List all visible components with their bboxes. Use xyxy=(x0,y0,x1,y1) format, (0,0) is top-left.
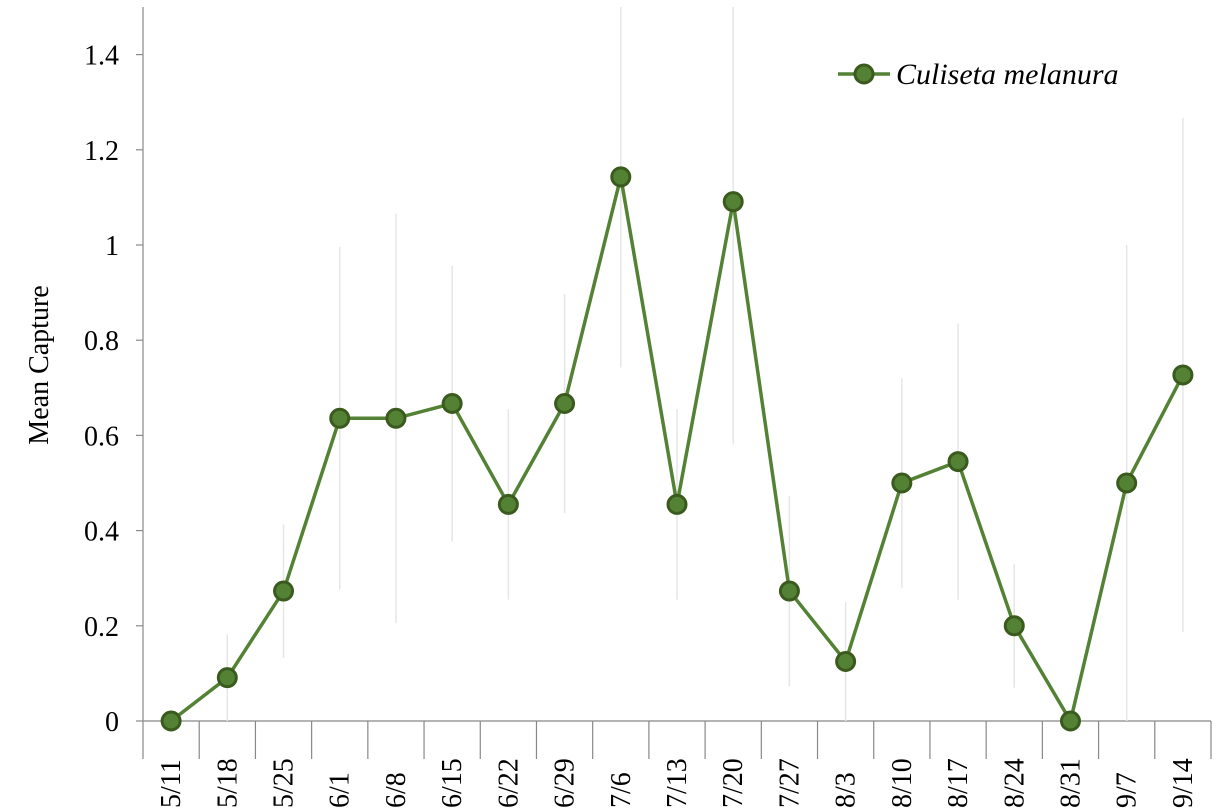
data-point xyxy=(1003,615,1025,637)
data-point xyxy=(216,667,238,689)
x-tick-label: 5/18 xyxy=(212,758,243,808)
data-point xyxy=(441,393,463,415)
data-point xyxy=(947,451,969,473)
x-tick-label: 5/25 xyxy=(269,758,300,808)
y-tick-label: 0 xyxy=(105,707,119,738)
x-tick-label: 5/11 xyxy=(156,759,187,808)
x-tick-label: 6/29 xyxy=(550,758,581,808)
y-tick-label: 1.2 xyxy=(84,136,119,167)
x-tick-label: 6/1 xyxy=(325,772,356,808)
x-tick-label: 8/10 xyxy=(887,758,918,808)
data-point xyxy=(554,393,576,415)
data-point xyxy=(610,166,632,188)
y-tick-label: 0.2 xyxy=(84,612,119,643)
x-tick-label: 8/31 xyxy=(1055,758,1086,808)
data-point xyxy=(329,407,351,429)
data-point xyxy=(891,472,913,494)
y-tick-label: 1 xyxy=(105,231,119,262)
legend-label: Culiseta melanura xyxy=(896,58,1119,91)
x-tick-label: 6/22 xyxy=(493,758,524,808)
x-tick-label: 7/27 xyxy=(774,758,805,808)
x-tick-label: 8/3 xyxy=(831,772,862,808)
data-point xyxy=(722,191,744,213)
x-tick-label: 7/6 xyxy=(606,772,637,808)
y-axis-label: Mean Capture xyxy=(24,285,55,444)
y-tick-label: 1.4 xyxy=(84,41,119,72)
data-point xyxy=(497,493,519,515)
data-point xyxy=(1172,364,1194,386)
x-tick-label: 9/14 xyxy=(1168,758,1199,808)
data-point xyxy=(835,651,857,672)
data-point xyxy=(273,580,295,602)
x-tick-label: 9/7 xyxy=(1112,772,1143,808)
x-tick-label: 6/15 xyxy=(437,758,468,808)
x-tick-label: 8/24 xyxy=(999,758,1030,808)
data-point xyxy=(778,580,800,602)
x-tick-label: 7/20 xyxy=(718,758,749,808)
y-tick-label: 0.6 xyxy=(84,421,119,452)
data-point xyxy=(385,407,407,429)
legend-marker xyxy=(853,63,875,85)
x-tick-label: 7/13 xyxy=(662,758,693,808)
y-tick-label: 0.8 xyxy=(84,326,119,357)
data-point xyxy=(160,710,182,732)
data-point xyxy=(1059,710,1081,732)
data-point xyxy=(1116,472,1138,494)
y-tick-label: 0.4 xyxy=(84,517,119,548)
data-point xyxy=(666,493,688,515)
x-tick-label: 8/17 xyxy=(943,758,974,808)
x-tick-label: 6/8 xyxy=(381,772,412,808)
